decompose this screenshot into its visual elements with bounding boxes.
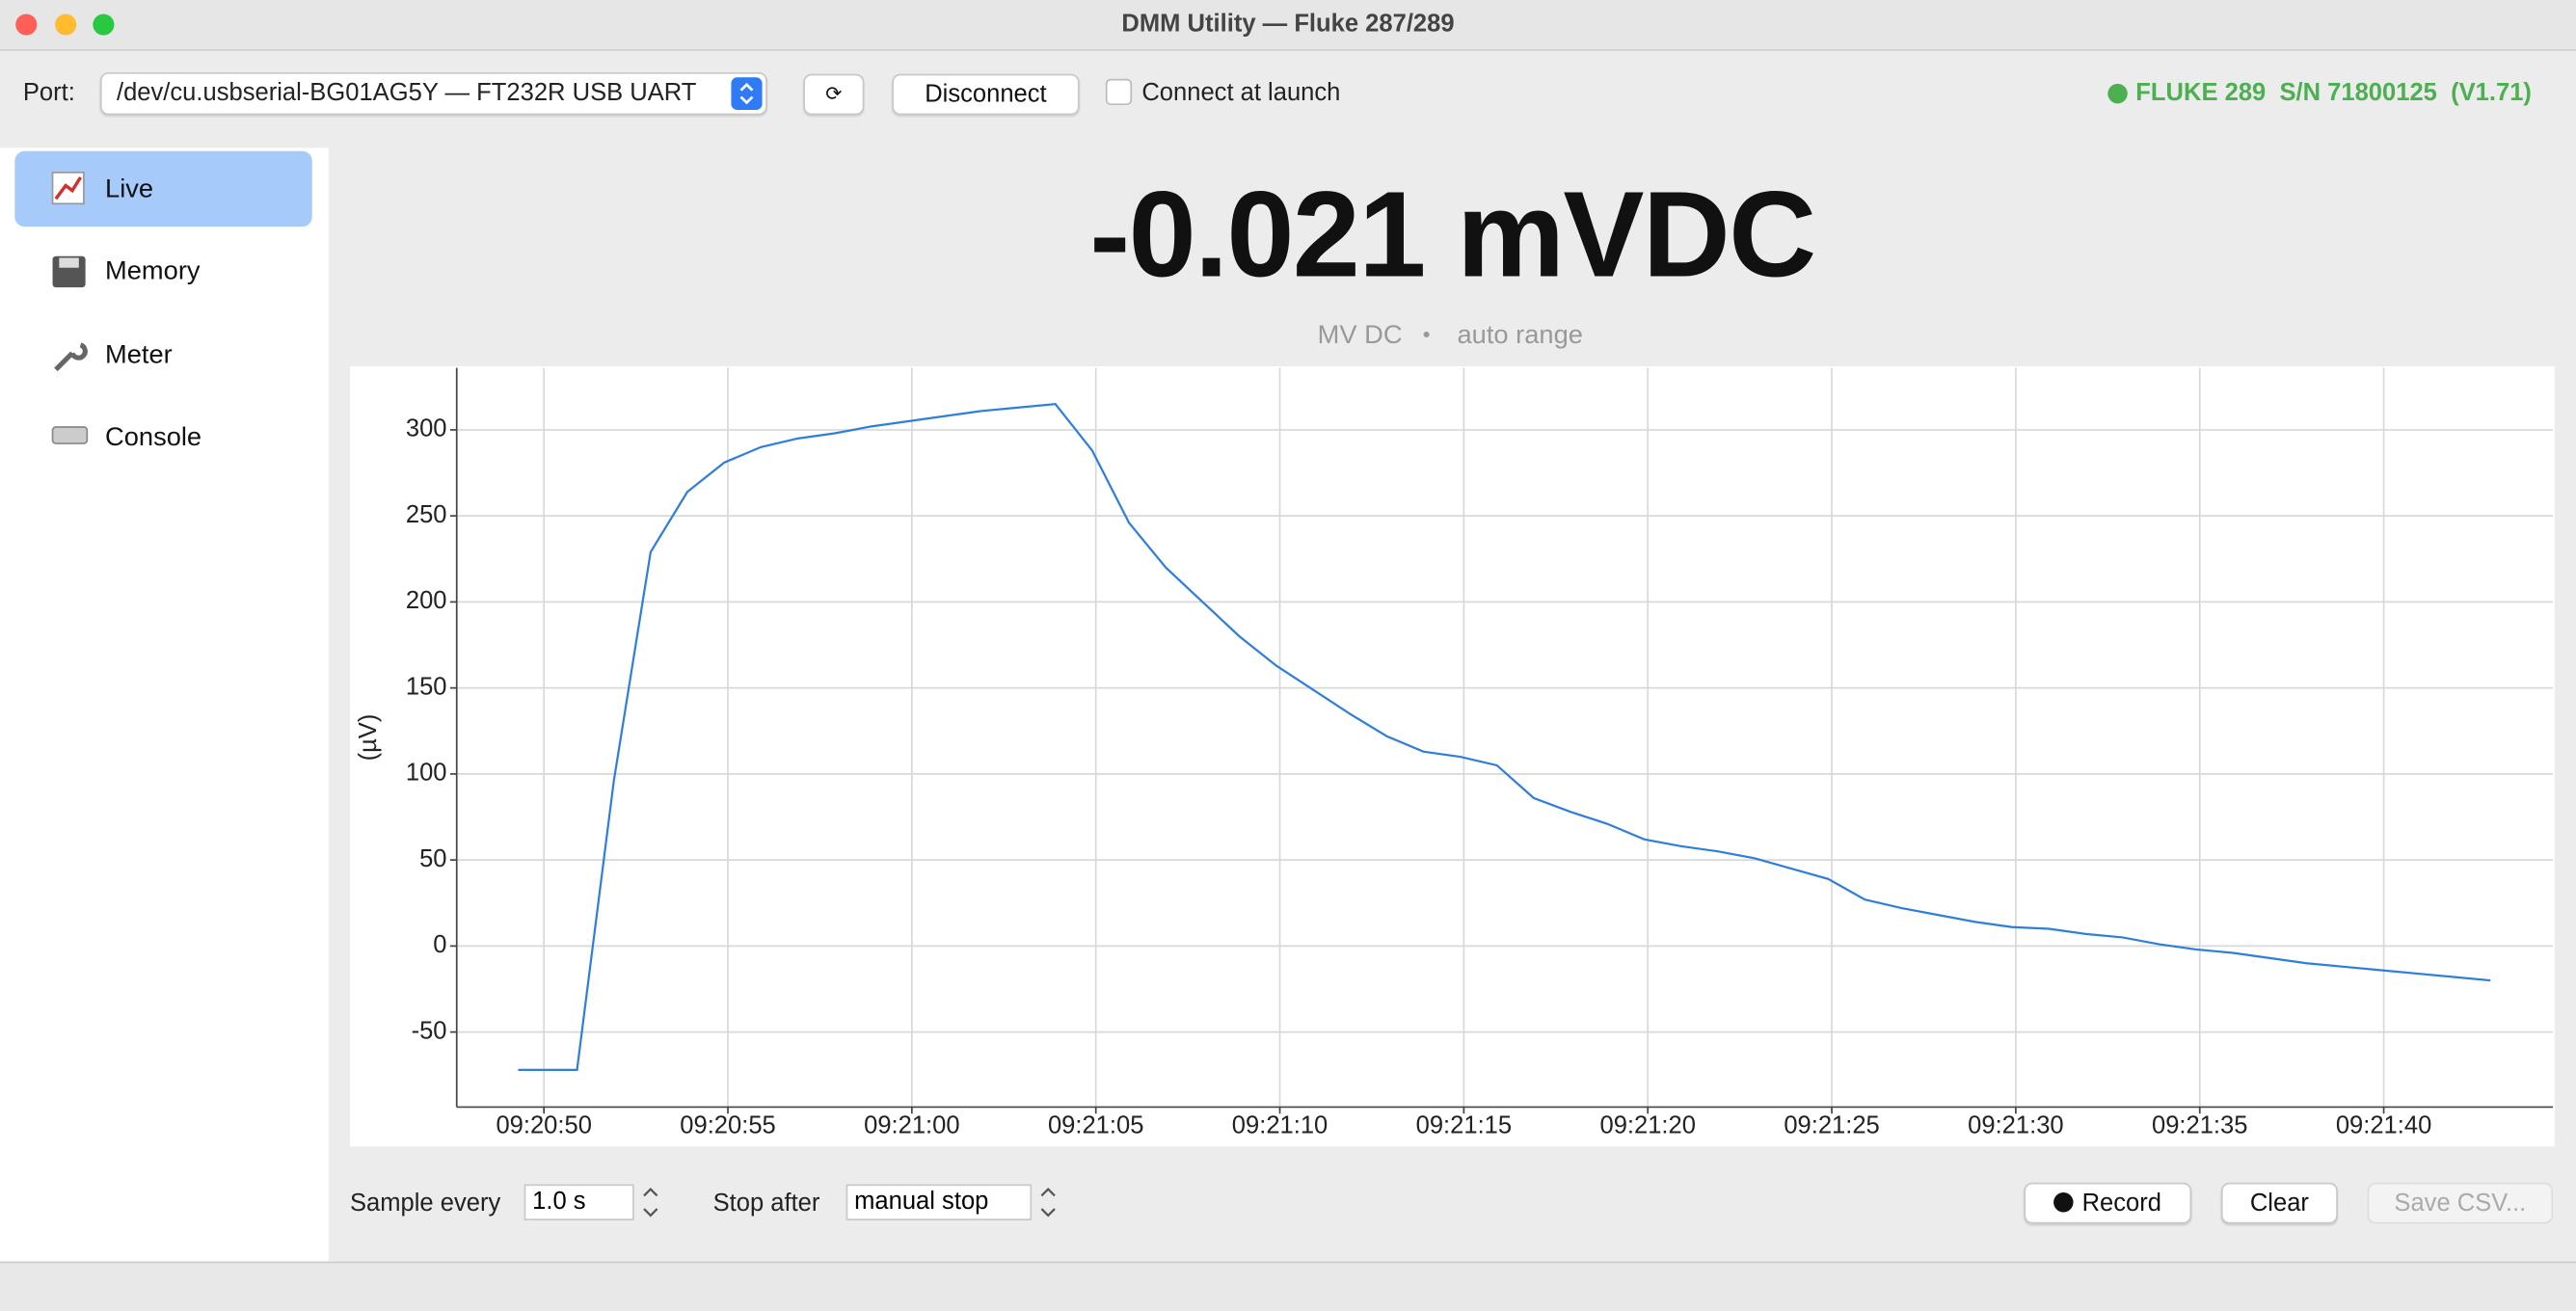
x-tick-label: 09:21:20 [1599, 1112, 1695, 1139]
x-tick-label: 09:21:35 [2152, 1112, 2247, 1139]
window-title: DMM Utility — Fluke 287/289 [1121, 10, 1455, 39]
status-bar [0, 1261, 2576, 1311]
reading-value: -0.021 mVDC [1089, 166, 1816, 303]
stop-field[interactable]: manual stop [845, 1184, 1033, 1220]
y-tick-label: 0 [433, 931, 446, 958]
checkbox-label: Connect at launch [1141, 78, 1341, 107]
title-bar [0, 0, 2576, 51]
x-tick-label: 09:21:05 [1048, 1112, 1143, 1139]
save-button[interactable]: Save CSV... [2367, 1182, 2554, 1224]
y-tick-label: 200 [406, 587, 447, 614]
record-label: Record [2081, 1189, 2162, 1217]
x-tick-label: 09:20:55 [680, 1112, 775, 1139]
port-label: Port: [22, 78, 75, 107]
sidebar-icons [51, 172, 89, 444]
nav-item[interactable]: Meter [105, 341, 173, 370]
y-tick-label: 150 [406, 673, 447, 700]
clear-button[interactable]: Clear [2220, 1182, 2338, 1224]
y-tick-label: 100 [406, 760, 447, 787]
separator: • [1422, 321, 1431, 347]
y-tick-label: 250 [406, 501, 447, 528]
y-tick-label: 50 [419, 845, 446, 872]
x-tick-label: 09:21:40 [2336, 1112, 2431, 1139]
y-tick-label: -50 [412, 1017, 447, 1044]
checkbox[interactable] [1105, 78, 1133, 106]
steppers[interactable] [637, 1183, 1064, 1222]
x-tick-label: 09:21:25 [1784, 1112, 1879, 1139]
port-select[interactable]: /dev/cu.usbserial-BG01AG5Y — FT232R USB … [99, 71, 767, 116]
sample-field[interactable]: 1.0 s [523, 1184, 634, 1220]
x-tick-label: 09:20:50 [496, 1112, 591, 1139]
select-arrows [731, 77, 763, 111]
chart: (µV) -50 0 50 100 150 200 250 300 09:20:50 09:20:… [349, 365, 2555, 1147]
sample-label: Sample every [349, 1189, 501, 1217]
x-tick-label: 09:21:30 [1968, 1112, 2063, 1139]
disconnect-button[interactable]: Disconnect [892, 73, 1080, 116]
stop-label: Stop after [712, 1189, 820, 1217]
nav-item[interactable]: Live [105, 175, 154, 204]
sidebar [0, 147, 329, 1262]
reading-range: auto range [1457, 321, 1583, 350]
refresh-button[interactable]: ⟳ [803, 73, 865, 116]
y-axis-label: (µV) [355, 714, 382, 762]
record-button[interactable]: Record [2024, 1182, 2192, 1224]
nav-item[interactable]: Memory [105, 257, 201, 286]
status: FLUKE 289 S/N 71800125 (V1.71) [2135, 78, 2532, 107]
nav-item[interactable]: Console [105, 423, 202, 452]
status-dot [2107, 83, 2128, 104]
reading-mode: MV DC [1317, 321, 1403, 350]
data-line [518, 402, 2491, 1071]
x-tick-label: 09:21:00 [864, 1112, 959, 1139]
x-tick-label: 09:21:10 [1232, 1112, 1328, 1139]
port-value: /dev/cu.usbserial-BG01AG5Y — FT232R USB … [116, 78, 697, 107]
x-tick-label: 09:21:15 [1416, 1112, 1512, 1139]
traffic-lights[interactable] [0, 0, 131, 49]
y-tick-label: 300 [406, 415, 447, 442]
